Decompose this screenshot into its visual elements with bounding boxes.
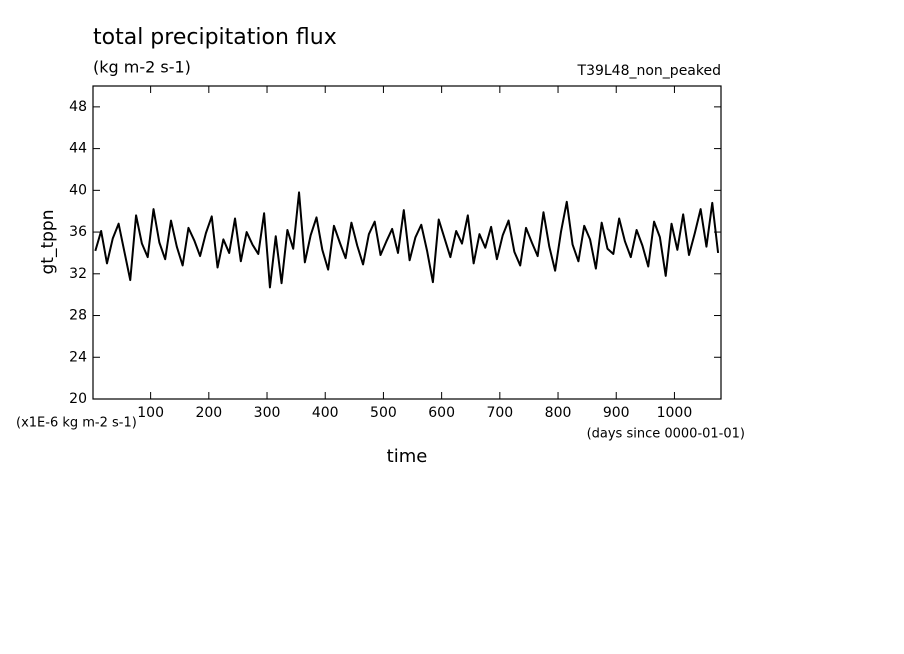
x-tick-label: 900 [603,405,630,421]
x-tick-label: 100 [137,405,164,421]
x-tick-label: 800 [545,405,572,421]
y-tick-label: 36 [69,224,87,240]
x-tick-label: 300 [254,405,281,421]
y-tick-label: 20 [69,391,87,407]
x-tick-label: 600 [428,405,455,421]
x-tick-label: 700 [486,405,513,421]
y-unit-label: (x1E-6 kg m-2 s-1) [16,416,137,431]
y-tick-label: 48 [69,99,87,115]
annotation: T39L48_non_peaked [577,63,721,79]
y-tick-label: 44 [69,141,87,157]
y-tick-label: 40 [69,182,87,198]
y-tick-label: 32 [69,266,87,282]
x-tick-label: 500 [370,405,397,421]
x-tick-label: 1000 [657,405,693,421]
data-line [94,191,720,289]
plot-frame [92,85,722,400]
y-axis-label: gt_tppn [38,210,58,275]
chart-title: total precipitation flux [93,25,337,50]
x-tick-label: 200 [195,405,222,421]
y-tick-label: 24 [69,349,87,365]
chart-subtitle: (kg m-2 s-1) [93,58,191,77]
x-tick-label: 400 [312,405,339,421]
y-tick-label: 28 [69,308,87,324]
x-unit-label: (days since 0000-01-01) [587,427,745,442]
x-axis-label: time [387,446,428,467]
